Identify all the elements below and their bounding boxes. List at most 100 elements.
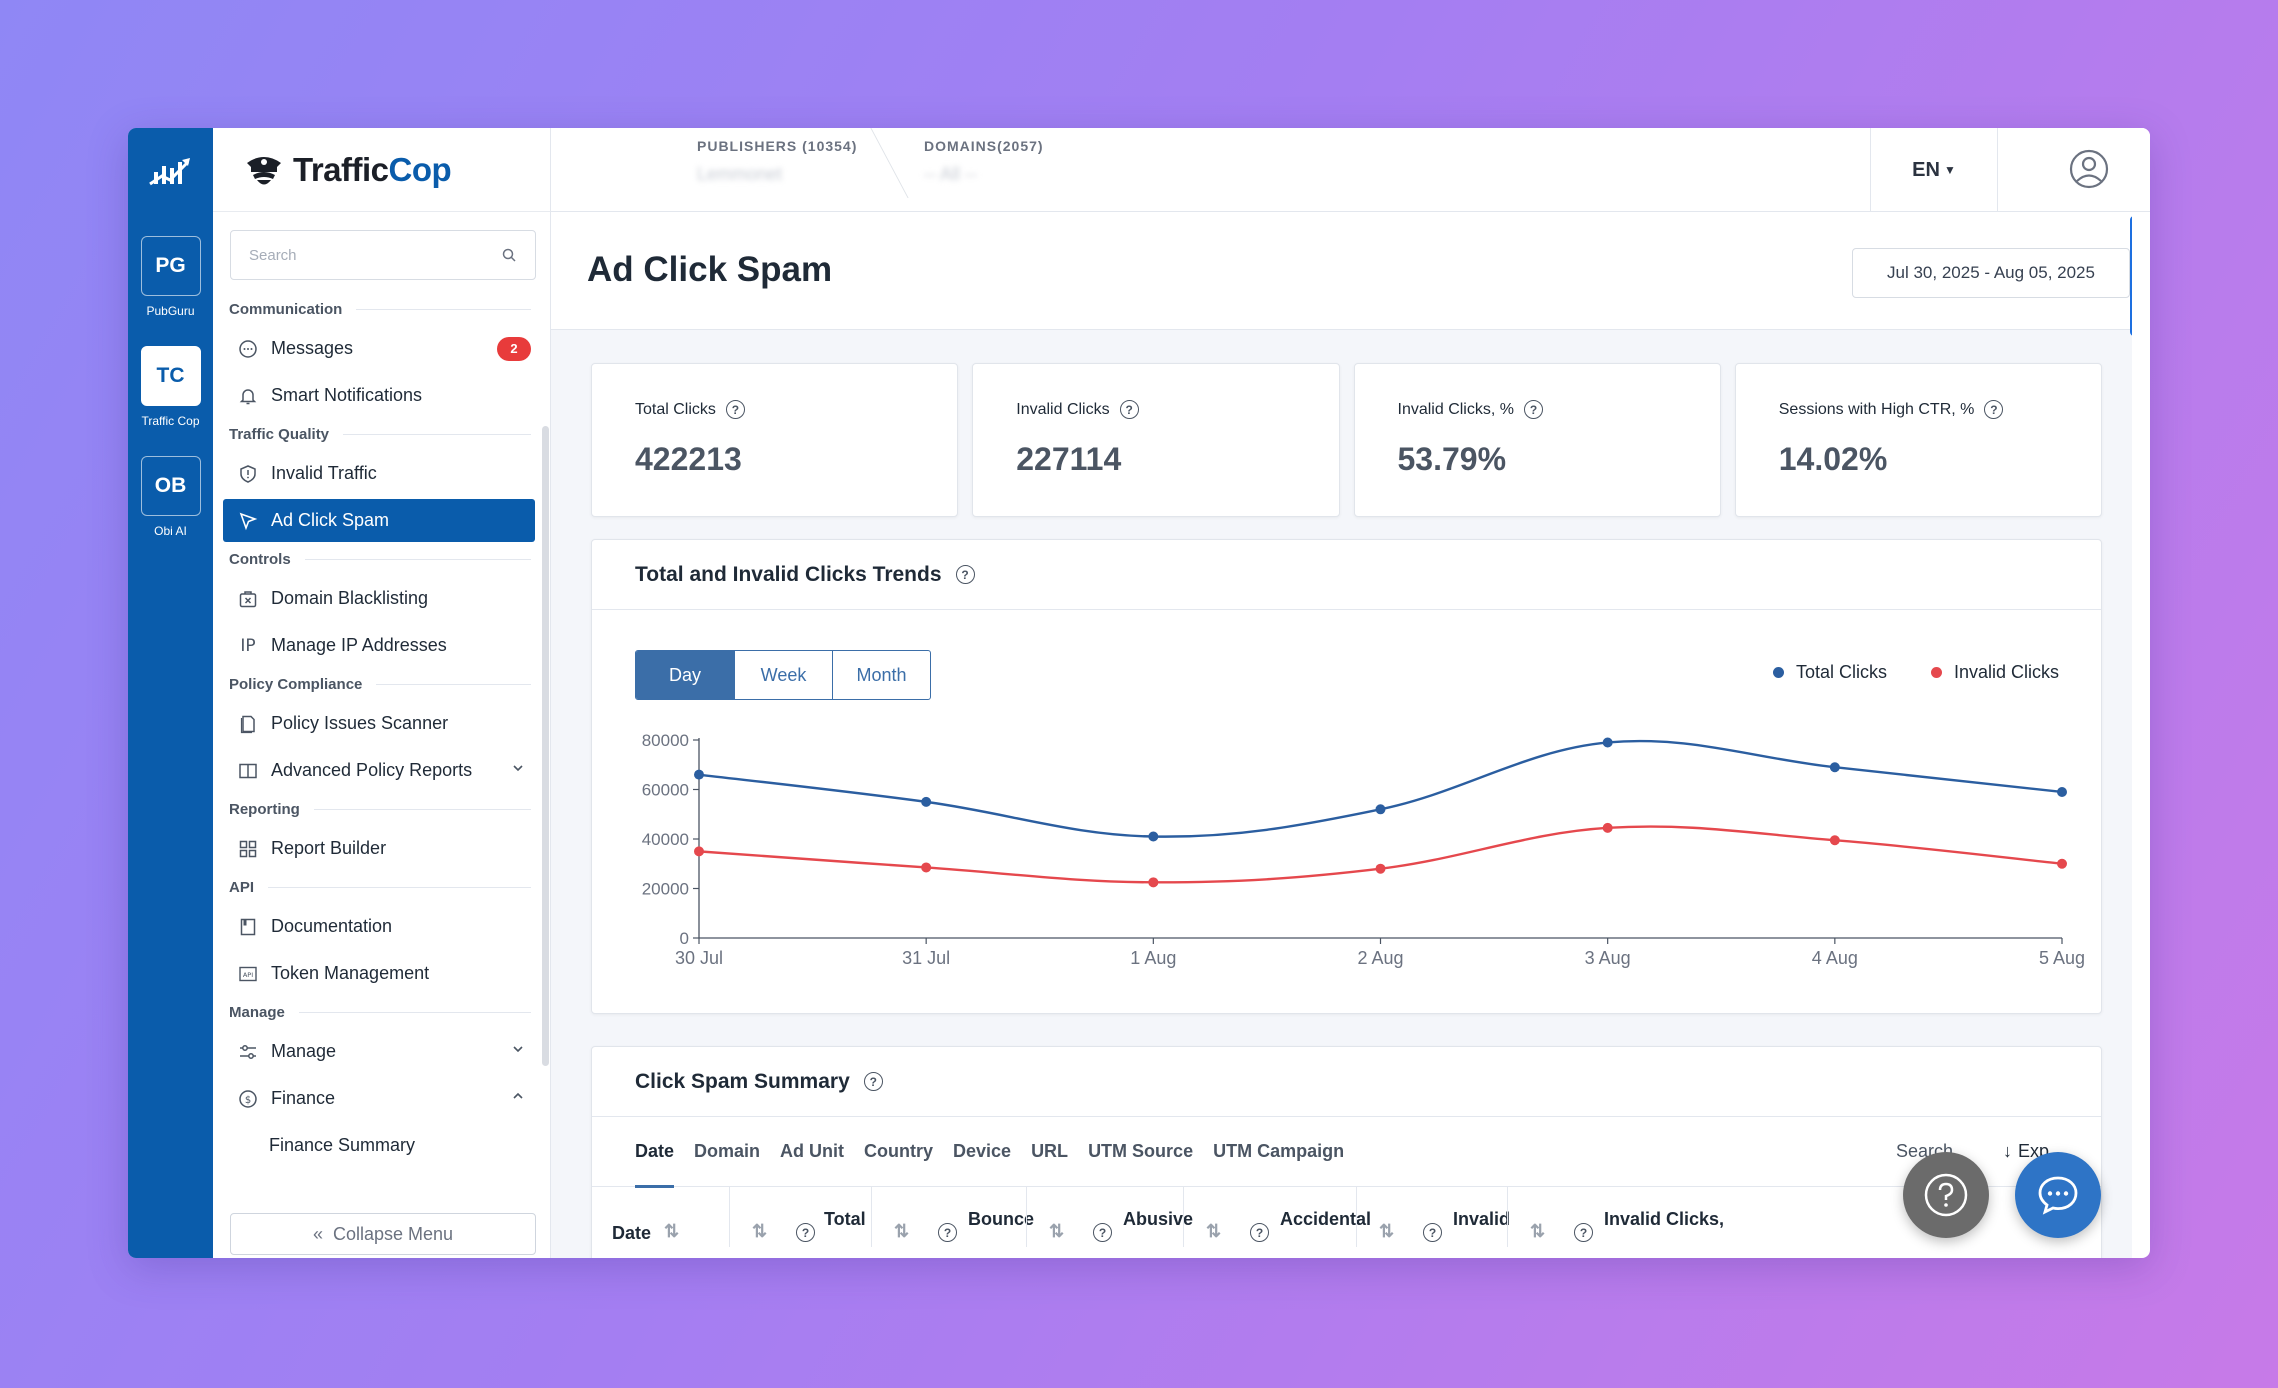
bookmark-doc-icon xyxy=(237,916,259,938)
sidebar-item-policy-scanner[interactable]: Policy Issues Scanner xyxy=(223,702,535,745)
tab-ad-unit[interactable]: Ad Unit xyxy=(780,1141,845,1161)
language-select[interactable]: EN ▼ xyxy=(1870,128,1998,212)
column-header-date[interactable]: Date ⇅ xyxy=(592,1187,729,1247)
rail-tile[interactable]: TC xyxy=(140,346,201,406)
sidebar-nav: Communication Messages 2 Smart Notificat… xyxy=(213,296,543,1171)
rail-app-traffic-cop[interactable]: TC Traffic Cop xyxy=(140,346,201,428)
kpi-label: Total Clicks xyxy=(635,400,716,418)
column-header-abusive[interactable]: ⇅? Abusive xyxy=(1026,1187,1193,1247)
kpi-label-row: Sessions with High CTR, %? xyxy=(1779,400,2101,419)
rail-app-pubguru[interactable]: PG PubGuru xyxy=(140,236,201,318)
help-icon[interactable]: ? xyxy=(955,565,975,584)
tab-date[interactable]: Date xyxy=(635,1117,675,1188)
column-header-total[interactable]: ⇅? Total xyxy=(729,1187,871,1247)
chat-icon xyxy=(2038,1176,2078,1215)
tab-utm-source[interactable]: UTM Source xyxy=(1088,1141,1194,1161)
scrollbar-thumb[interactable] xyxy=(542,426,549,1066)
publishers-select[interactable]: Lemmonet xyxy=(697,164,783,184)
x-tick-label: 3 Aug xyxy=(1585,948,1631,968)
sidebar-item-advanced-policy[interactable]: Advanced Policy Reports xyxy=(223,749,535,792)
column-header-invalid-clicks-pct[interactable]: ⇅? Invalid Clicks, xyxy=(1507,1187,1727,1247)
period-month-button[interactable]: Month xyxy=(832,651,930,699)
sidebar-subitem-finance-summary[interactable]: Finance Summary xyxy=(269,1135,416,1155)
period-week-button[interactable]: Week xyxy=(734,651,832,699)
sidebar-item-documentation[interactable]: Documentation xyxy=(223,905,535,948)
pubguru-logo-icon[interactable] xyxy=(148,154,194,188)
rail-app-obi-ai[interactable]: OB Obi AI xyxy=(140,456,201,538)
help-icon[interactable]: ? xyxy=(1119,400,1139,419)
help-icon[interactable]: ? xyxy=(938,1223,957,1242)
chat-fab-button[interactable] xyxy=(2015,1152,2101,1238)
column-header-bounce[interactable]: ⇅? Bounce xyxy=(871,1187,1034,1247)
tab-country[interactable]: Country xyxy=(864,1141,934,1161)
nav-section-communication: Communication xyxy=(213,296,543,323)
brand-name-part2: Cop xyxy=(388,150,452,188)
tab-utm-campaign[interactable]: UTM Campaign xyxy=(1213,1141,1345,1161)
sidebar-item-domain-blacklisting[interactable]: Domain Blacklisting xyxy=(223,577,535,620)
grid-icon xyxy=(237,838,259,860)
help-icon[interactable]: ? xyxy=(1574,1223,1593,1242)
document-icon xyxy=(237,713,259,735)
help-icon[interactable]: ? xyxy=(1984,400,2004,419)
sidebar-item-manage[interactable]: Manage xyxy=(223,1030,535,1073)
sort-icon[interactable]: ⇅ xyxy=(752,1221,768,1241)
sidebar-item-manage-ip[interactable]: IP Manage IP Addresses xyxy=(223,624,535,667)
period-day-button[interactable]: Day xyxy=(636,651,734,699)
sidebar-item-smart-notifications[interactable]: Smart Notifications xyxy=(223,374,535,417)
help-icon[interactable]: ? xyxy=(1423,1223,1442,1242)
card-header: Total and Invalid Clicks Trends ? xyxy=(592,540,2101,610)
sidebar-item-label: Manage xyxy=(271,1041,337,1061)
sort-icon[interactable]: ⇅ xyxy=(1049,1221,1065,1241)
kpi-label-row: Invalid Clicks? xyxy=(1016,400,1338,419)
domains-select[interactable]: -- All -- xyxy=(924,164,977,184)
rail-label: Traffic Cop xyxy=(141,414,200,428)
tab-url[interactable]: URL xyxy=(1031,1141,1069,1161)
y-tick-label: 80000 xyxy=(642,731,689,750)
sidebar-item-messages[interactable]: Messages 2 xyxy=(223,327,535,370)
side-panel-tab[interactable] xyxy=(2130,216,2132,336)
tab-device[interactable]: Device xyxy=(953,1141,1012,1161)
x-tick-label: 5 Aug xyxy=(2039,948,2085,968)
chevron-down-icon[interactable] xyxy=(511,1042,525,1061)
sidebar-item-label: Smart Notifications xyxy=(271,385,423,405)
column-header-invalid[interactable]: ⇅? Invalid xyxy=(1356,1187,1510,1247)
help-icon[interactable]: ? xyxy=(1523,400,1543,419)
sidebar-item-label: Manage IP Addresses xyxy=(271,635,447,655)
help-fab-button[interactable] xyxy=(1903,1152,1989,1238)
help-icon[interactable]: ? xyxy=(725,400,745,419)
legend-dot xyxy=(1772,667,1784,678)
rail-tile[interactable]: PG xyxy=(140,236,201,296)
legend-item-total[interactable]: Total Clicks xyxy=(1772,662,1887,683)
sort-icon[interactable]: ⇅ xyxy=(1530,1221,1546,1241)
collapse-menu-button[interactable]: « Collapse Menu xyxy=(230,1213,536,1255)
sidebar-scrollbar[interactable] xyxy=(540,296,550,1066)
column-header-accidental[interactable]: ⇅? Accidental xyxy=(1183,1187,1371,1247)
chevron-down-icon[interactable] xyxy=(511,761,525,780)
rail-tile[interactable]: OB xyxy=(140,456,201,516)
help-icon[interactable]: ? xyxy=(1250,1223,1269,1242)
legend-item-invalid[interactable]: Invalid Clicks xyxy=(1930,662,2059,683)
sidebar-item-report-builder[interactable]: Report Builder xyxy=(223,827,535,870)
help-icon[interactable]: ? xyxy=(796,1223,815,1242)
sidebar-item-finance[interactable]: $ Finance xyxy=(223,1077,535,1120)
sidebar-item-invalid-traffic[interactable]: Invalid Traffic xyxy=(223,452,535,495)
sort-icon[interactable]: ⇅ xyxy=(1379,1221,1395,1241)
help-icon[interactable]: ? xyxy=(1093,1223,1112,1242)
sort-icon[interactable]: ⇅ xyxy=(1206,1221,1222,1241)
brand[interactable]: TrafficCop xyxy=(213,128,550,212)
sort-icon[interactable]: ⇅ xyxy=(894,1221,910,1241)
help-icon[interactable]: ? xyxy=(863,1072,883,1091)
sidebar-item-ad-click-spam[interactable]: Ad Click Spam xyxy=(223,499,535,542)
sidebar-item-token-management[interactable]: API Token Management xyxy=(223,952,535,995)
sidebar-item-label: Invalid Traffic xyxy=(271,463,377,483)
rail-label: Obi AI xyxy=(154,524,187,538)
sidebar-search-input[interactable]: Search xyxy=(230,230,536,280)
data-point xyxy=(1829,762,1840,773)
sort-icon[interactable]: ⇅ xyxy=(664,1221,680,1241)
svg-text:API: API xyxy=(243,971,253,979)
sidebar-item-label: Report Builder xyxy=(271,838,387,858)
user-avatar-icon[interactable] xyxy=(2068,148,2110,190)
date-range-picker[interactable]: Jul 30, 2025 - Aug 05, 2025 xyxy=(1852,248,2130,298)
chevron-up-icon[interactable] xyxy=(511,1089,525,1108)
tab-domain[interactable]: Domain xyxy=(694,1141,761,1161)
